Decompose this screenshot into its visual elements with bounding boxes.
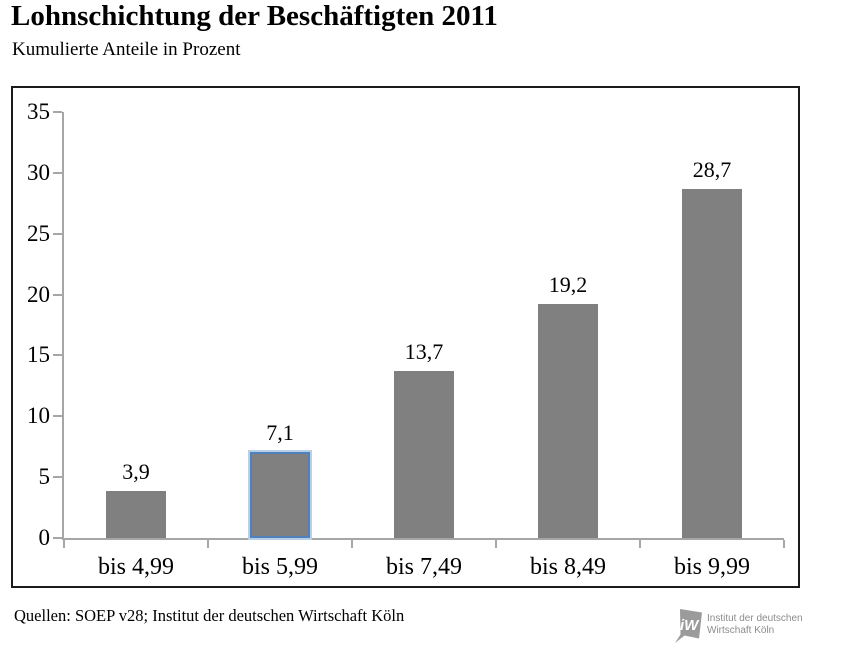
- y-tick-label: 0: [38, 525, 51, 550]
- y-tick-mark: [53, 415, 62, 418]
- iw-koeln-logo: iW Institut der deutschen Wirtschaft Köl…: [672, 608, 803, 644]
- y-tick-mark: [53, 171, 62, 174]
- y-tick-label: 15: [27, 342, 50, 368]
- bar-1[interactable]: [106, 490, 166, 538]
- bar-value-label: 3,9: [122, 458, 150, 484]
- plot-area: 0 5 10 15 20 25 30 35 3,9 bis 4,99 7,1 bis 5,99 13,7…: [27, 99, 785, 580]
- bar-4[interactable]: [538, 304, 598, 538]
- bar-value-label: 28,7: [692, 156, 732, 182]
- x-category-label: bis 5,99: [241, 554, 318, 580]
- iw-logo-text-line2: Wirtschaft Köln: [707, 625, 775, 636]
- x-category-label: bis 4,99: [97, 554, 174, 580]
- bar-2[interactable]: [250, 451, 310, 538]
- source-line: Quellen: SOEP v28; Institut der deutsche…: [14, 606, 405, 625]
- y-tick-label: 35: [27, 99, 50, 124]
- x-category-label: bis 9,99: [673, 554, 750, 580]
- iw-logo-text-line1: Institut der deutschen: [707, 613, 803, 624]
- x-tick-mark: [639, 540, 641, 548]
- page-title: Lohnschichtung der Beschäftigten 2011: [11, 0, 498, 32]
- svg-text:iW: iW: [680, 617, 700, 634]
- y-tick-label: 30: [27, 159, 50, 185]
- bar-value-label: 13,7: [404, 339, 444, 365]
- y-tick-label: 5: [38, 464, 51, 490]
- y-tick-mark: [53, 111, 62, 113]
- x-tick-mark: [783, 540, 785, 548]
- x-tick-mark: [351, 540, 353, 548]
- x-category-label: bis 7,49: [385, 554, 462, 580]
- bar-value-label: 7,1: [266, 419, 294, 445]
- y-tick-mark: [53, 476, 62, 479]
- x-tick-mark: [63, 540, 65, 548]
- bar-3[interactable]: [394, 371, 454, 538]
- y-tick-mark: [53, 232, 62, 235]
- y-axis-line: [62, 112, 64, 538]
- y-tick-label: 20: [27, 281, 50, 307]
- y-tick-mark: [53, 537, 62, 539]
- y-tick-mark: [53, 293, 62, 296]
- bar-value-label: 19,2: [548, 272, 588, 298]
- iw-logo-icon: iW: [675, 609, 702, 643]
- x-tick-mark: [495, 540, 497, 548]
- y-tick-mark: [53, 354, 62, 357]
- y-tick-label: 25: [27, 220, 50, 246]
- chart-frame: 0 5 10 15 20 25 30 35 3,9 bis 4,99 7,1 bis 5,99 13,7…: [11, 86, 800, 588]
- y-tick-label: 10: [27, 403, 50, 429]
- bar-5[interactable]: [682, 188, 742, 538]
- x-category-label: bis 8,49: [529, 554, 606, 580]
- iw-logo-text: Institut der deutschen Wirtschaft Köln: [707, 613, 803, 637]
- page-subtitle: Kumulierte Anteile in Prozent: [12, 39, 241, 60]
- x-axis-line: [62, 538, 784, 540]
- x-tick-mark: [207, 540, 209, 548]
